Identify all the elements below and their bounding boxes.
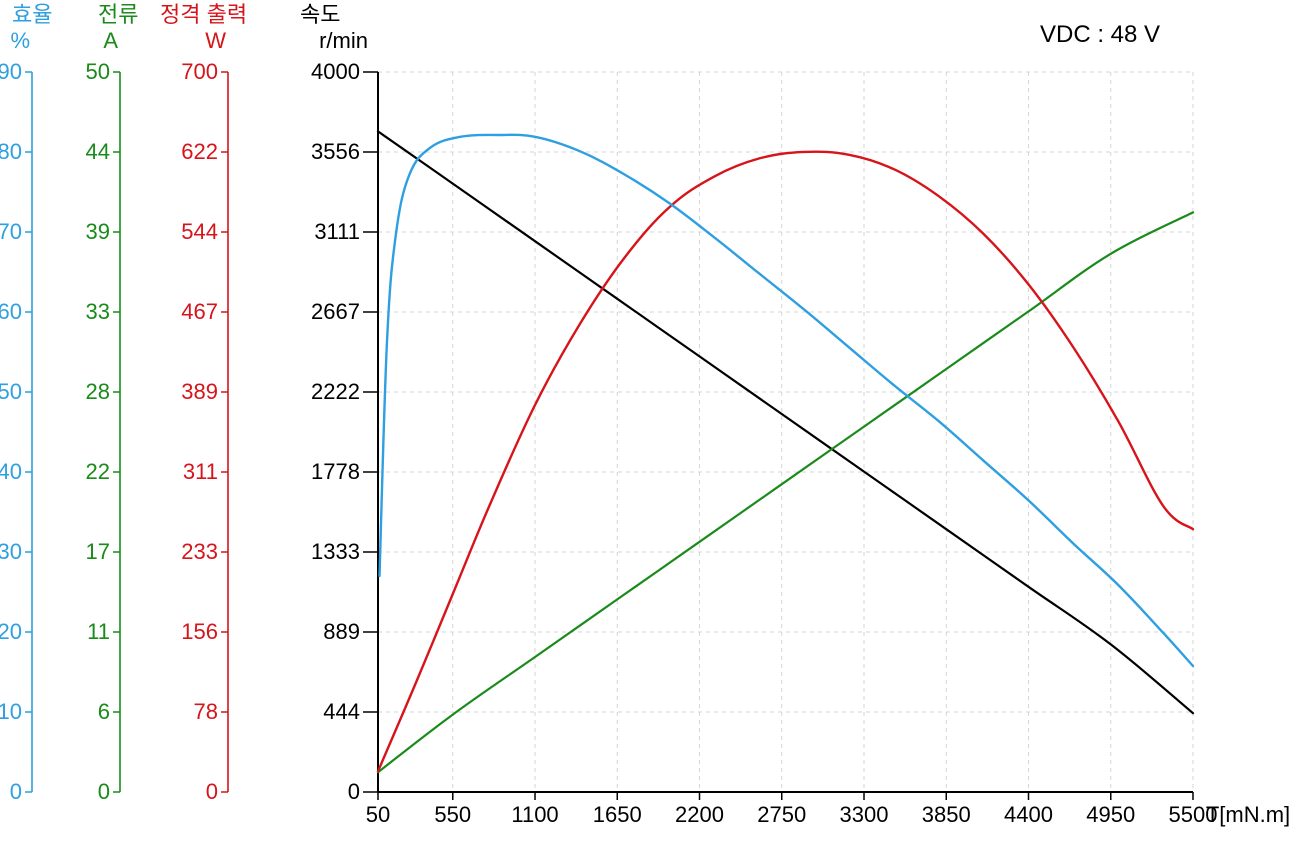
x-tick-label: 1100 — [511, 802, 558, 827]
efficiency-axis-unit: % — [10, 28, 30, 53]
speed-tick-label: 0 — [348, 779, 360, 804]
x-tick-label: 2750 — [757, 802, 806, 827]
efficiency-tick-label: 50 — [0, 379, 22, 404]
speed-tick-label: 889 — [323, 619, 360, 644]
efficiency-tick-label: 80 — [0, 139, 22, 164]
power-tick-label: 233 — [181, 539, 218, 564]
x-tick-label: 550 — [434, 802, 471, 827]
x-tick-label: 4400 — [1004, 802, 1053, 827]
speed-axis-title: 속도 — [300, 2, 340, 27]
power-axis-title: 정격 출력 — [160, 2, 247, 27]
current-tick-label: 33 — [86, 299, 110, 324]
current-tick-label: 0 — [98, 779, 110, 804]
power-tick-label: 467 — [181, 299, 218, 324]
power-tick-label: 0 — [206, 779, 218, 804]
efficiency-tick-label: 10 — [0, 699, 22, 724]
power-tick-label: 78 — [194, 699, 218, 724]
speed-tick-label: 4000 — [311, 59, 360, 84]
efficiency-tick-label: 40 — [0, 459, 22, 484]
power-axis-unit: W — [205, 28, 226, 53]
x-tick-label: 4950 — [1086, 802, 1135, 827]
power-tick-label: 311 — [183, 459, 218, 484]
efficiency-tick-label: 0 — [10, 779, 22, 804]
current-tick-label: 28 — [86, 379, 110, 404]
current-tick-label: 6 — [98, 699, 110, 724]
current-tick-label: 11 — [87, 619, 110, 644]
x-tick-label: 1650 — [593, 802, 642, 827]
efficiency-tick-label: 60 — [0, 299, 22, 324]
x-tick-label: 3850 — [922, 802, 971, 827]
efficiency-axis-title: 효율 — [12, 2, 52, 27]
motor-curve-chart: 5055011001650220027503300385044004950550… — [0, 0, 1300, 858]
speed-tick-label: 2222 — [311, 379, 360, 404]
x-tick-label: 3300 — [840, 802, 889, 827]
current-tick-label: 50 — [86, 59, 110, 84]
x-tick-label: 50 — [366, 802, 390, 827]
speed-tick-label: 1333 — [311, 539, 360, 564]
current-axis-unit: A — [103, 28, 118, 53]
power-tick-label: 544 — [181, 219, 218, 244]
x-tick-label: 2200 — [675, 802, 724, 827]
efficiency-tick-label: 30 — [0, 539, 22, 564]
speed-axis-unit: r/min — [319, 28, 368, 53]
power-tick-label: 700 — [181, 59, 218, 84]
current-axis-title: 전류 — [98, 2, 138, 27]
current-tick-label: 39 — [86, 219, 110, 244]
chart-svg: 5055011001650220027503300385044004950550… — [0, 0, 1300, 858]
power-tick-label: 156 — [181, 619, 218, 644]
speed-tick-label: 3111 — [314, 219, 360, 244]
efficiency-tick-label: 20 — [0, 619, 22, 644]
current-tick-label: 22 — [86, 459, 110, 484]
speed-tick-label: 1778 — [311, 459, 360, 484]
current-tick-label: 17 — [86, 539, 110, 564]
vdc-label: VDC : 48 V — [1040, 21, 1160, 48]
speed-tick-label: 2667 — [311, 299, 360, 324]
x-axis-title: T[mN.m] — [1206, 802, 1290, 827]
current-tick-label: 44 — [86, 139, 110, 164]
efficiency-tick-label: 90 — [0, 59, 22, 84]
speed-tick-label: 444 — [323, 699, 360, 724]
speed-tick-label: 3556 — [311, 139, 360, 164]
power-tick-label: 389 — [181, 379, 218, 404]
efficiency-tick-label: 70 — [0, 219, 22, 244]
power-tick-label: 622 — [181, 139, 218, 164]
